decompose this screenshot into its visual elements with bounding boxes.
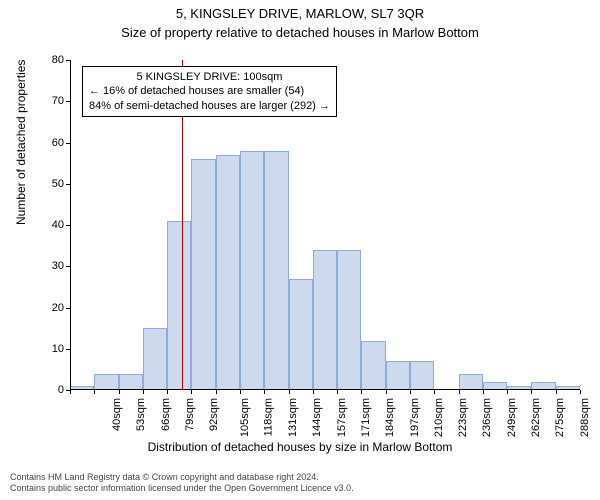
y-axis-label: Number of detached properties xyxy=(14,60,28,225)
annotation-line: ← 16% of detached houses are smaller (54… xyxy=(89,84,330,98)
x-tick-label: 236sqm xyxy=(482,398,494,437)
x-tick-label: 144sqm xyxy=(312,398,324,437)
y-axis-line xyxy=(70,60,71,390)
x-tick-mark xyxy=(289,390,290,394)
x-axis-line xyxy=(70,389,580,390)
footer-attribution: Contains HM Land Registry data © Crown c… xyxy=(10,472,354,495)
x-tick-label: 171sqm xyxy=(360,398,372,437)
histogram-bar xyxy=(361,341,385,391)
y-tick-label: 80 xyxy=(52,54,64,66)
x-tick-label: 66sqm xyxy=(160,398,172,431)
x-tick-label: 79sqm xyxy=(184,398,196,431)
x-tick-mark xyxy=(434,390,435,394)
footer-line-1: Contains HM Land Registry data © Crown c… xyxy=(10,472,354,483)
histogram-bar xyxy=(313,250,337,390)
x-tick-mark xyxy=(240,390,241,394)
x-tick-mark xyxy=(459,390,460,394)
x-tick-mark xyxy=(410,390,411,394)
x-tick-mark xyxy=(264,390,265,394)
y-tick-label: 70 xyxy=(52,95,64,107)
x-axis-label: Distribution of detached houses by size … xyxy=(0,440,600,454)
x-tick-label: 288sqm xyxy=(579,398,591,437)
histogram-bar xyxy=(191,159,215,390)
x-tick-label: 53sqm xyxy=(135,398,147,431)
annotation-line: 5 KINGSLEY DRIVE: 100sqm xyxy=(89,70,330,84)
y-tick-label: 30 xyxy=(52,260,64,272)
histogram-bar xyxy=(410,361,434,390)
x-tick-label: 40sqm xyxy=(111,398,123,431)
x-tick-label: 184sqm xyxy=(384,398,396,437)
x-tick-mark xyxy=(167,390,168,394)
chart-title-subtitle: Size of property relative to detached ho… xyxy=(0,21,600,40)
footer-line-2: Contains public sector information licen… xyxy=(10,483,354,494)
y-tick-label: 40 xyxy=(52,219,64,231)
x-tick-mark xyxy=(531,390,532,394)
x-tick-mark xyxy=(386,390,387,394)
x-tick-label: 223sqm xyxy=(457,398,469,437)
x-tick-mark xyxy=(580,390,581,394)
x-tick-mark xyxy=(313,390,314,394)
annotation-line: 84% of semi-detached houses are larger (… xyxy=(89,99,330,113)
x-tick-mark xyxy=(483,390,484,394)
x-tick-mark xyxy=(337,390,338,394)
x-tick-mark xyxy=(191,390,192,394)
y-tick-label: 20 xyxy=(52,302,64,314)
x-tick-label: 262sqm xyxy=(530,398,542,437)
histogram-bar xyxy=(459,374,483,391)
y-tick-label: 60 xyxy=(52,137,64,149)
y-tick-label: 50 xyxy=(52,178,64,190)
x-tick-mark xyxy=(143,390,144,394)
x-tick-label: 131sqm xyxy=(287,398,299,437)
y-tick-label: 10 xyxy=(52,343,64,355)
chart-title-address: 5, KINGSLEY DRIVE, MARLOW, SL7 3QR xyxy=(0,0,600,21)
x-tick-mark xyxy=(361,390,362,394)
x-tick-mark xyxy=(507,390,508,394)
x-tick-label: 92sqm xyxy=(208,398,220,431)
y-tick-label: 0 xyxy=(58,384,64,396)
x-tick-mark xyxy=(119,390,120,394)
histogram-bar xyxy=(337,250,361,390)
x-tick-label: 157sqm xyxy=(336,398,348,437)
x-tick-label: 210sqm xyxy=(433,398,445,437)
histogram-bar xyxy=(386,361,410,390)
x-tick-label: 105sqm xyxy=(239,398,251,437)
histogram-bar xyxy=(240,151,264,390)
x-tick-mark xyxy=(556,390,557,394)
histogram-bar xyxy=(94,374,118,391)
x-tick-mark xyxy=(70,390,71,394)
histogram-bar xyxy=(289,279,313,390)
histogram-bar xyxy=(143,328,167,390)
x-tick-mark xyxy=(94,390,95,394)
chart-plot-area: 0102030405060708040sqm53sqm66sqm79sqm92s… xyxy=(70,60,580,390)
annotation-callout: 5 KINGSLEY DRIVE: 100sqm← 16% of detache… xyxy=(82,66,337,117)
histogram-bar xyxy=(264,151,288,390)
histogram-bar xyxy=(167,221,191,390)
x-tick-label: 275sqm xyxy=(554,398,566,437)
x-tick-mark xyxy=(216,390,217,394)
x-tick-label: 249sqm xyxy=(506,398,518,437)
histogram-bar xyxy=(216,155,240,390)
x-tick-label: 118sqm xyxy=(262,398,274,436)
histogram-bar xyxy=(119,374,143,391)
x-tick-label: 197sqm xyxy=(409,398,421,437)
